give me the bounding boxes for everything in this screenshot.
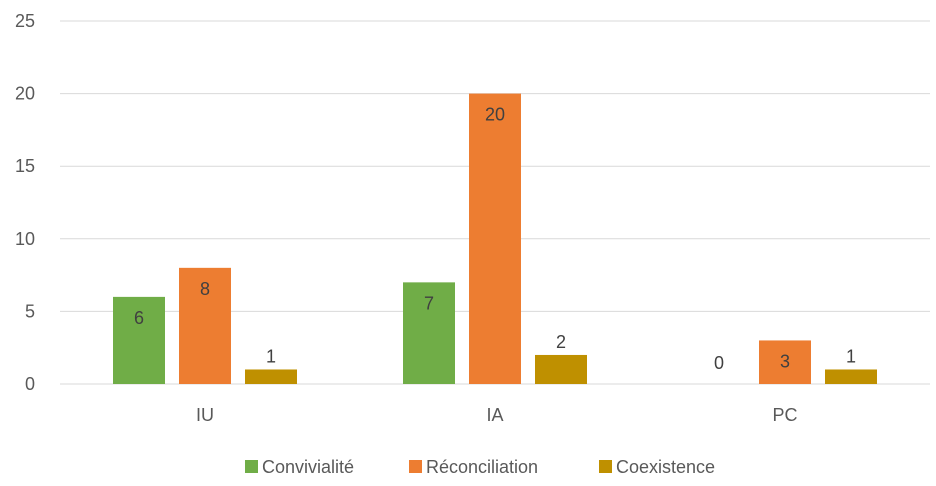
x-tick-label-pc: PC <box>772 405 797 425</box>
data-label-ia-2: 2 <box>556 332 566 352</box>
data-label-iu-0: 6 <box>134 308 144 328</box>
bar-pc-1 <box>759 340 811 384</box>
data-label-ia-0: 7 <box>424 293 434 313</box>
y-tick-label-25: 25 <box>15 11 35 31</box>
legend-swatch-2 <box>599 460 612 473</box>
x-tick-label-iu: IU <box>196 405 214 425</box>
bar-iu-2 <box>245 369 297 384</box>
y-tick-label-0: 0 <box>25 374 35 394</box>
legend-label-0: Convivialité <box>262 457 354 477</box>
data-label-iu-2: 1 <box>266 346 276 366</box>
y-tick-label-20: 20 <box>15 84 35 104</box>
data-label-pc-1: 3 <box>780 351 790 371</box>
bar-ia-1 <box>469 93 521 384</box>
legend-label-2: Coexistence <box>616 457 715 477</box>
bar-iu-1 <box>179 267 231 384</box>
y-tick-label-5: 5 <box>25 301 35 321</box>
bar-ia-0 <box>403 282 455 384</box>
bar-ia-2 <box>535 354 587 384</box>
legend-swatch-0 <box>245 460 258 473</box>
data-label-iu-1: 8 <box>200 279 210 299</box>
data-label-pc-2: 1 <box>846 346 856 366</box>
y-tick-label-15: 15 <box>15 156 35 176</box>
bar-iu-0 <box>113 296 165 384</box>
x-tick-label-ia: IA <box>486 405 503 425</box>
y-tick-label-10: 10 <box>15 229 35 249</box>
legend-label-1: Réconciliation <box>426 457 538 477</box>
legend-swatch-1 <box>409 460 422 473</box>
data-label-ia-1: 20 <box>485 105 505 125</box>
bar-pc-2 <box>825 369 877 384</box>
data-label-pc-0: 0 <box>714 353 724 373</box>
